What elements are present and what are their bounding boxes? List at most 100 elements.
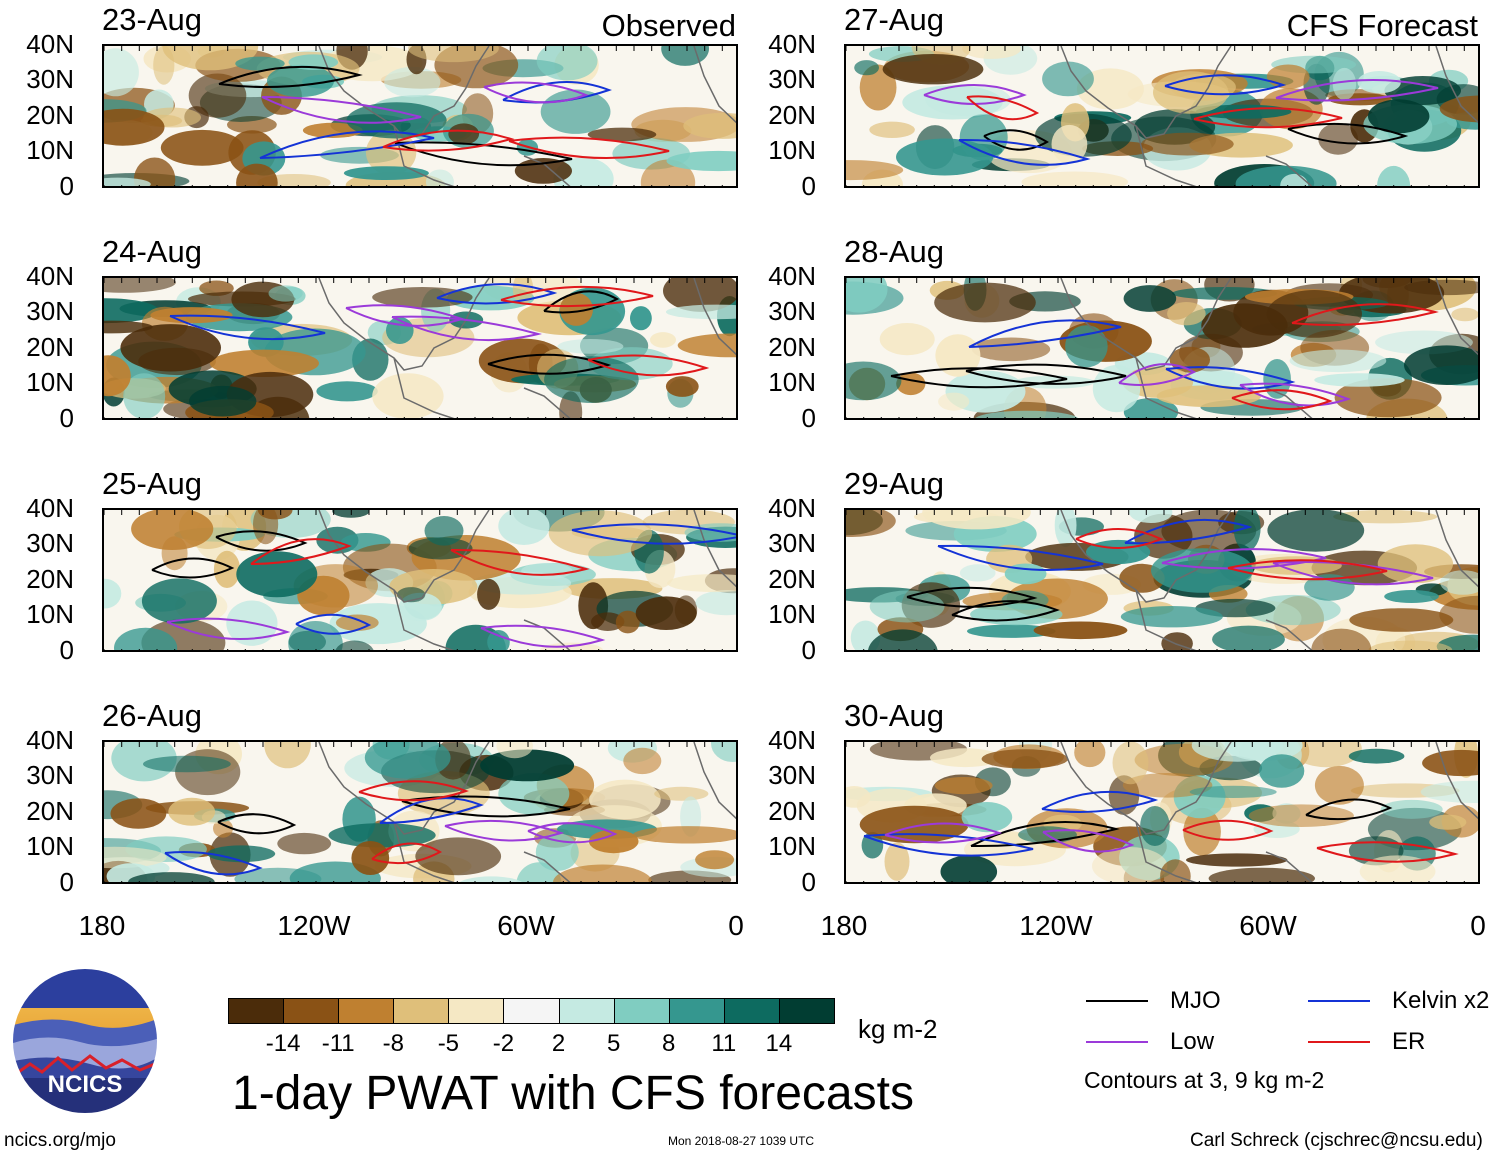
pwat-anomaly-blob xyxy=(1420,780,1478,803)
colorbar-swatch xyxy=(778,998,835,1024)
lat-label: 40N xyxy=(768,261,816,291)
pwat-anomaly-blob xyxy=(1304,574,1355,601)
lat-label: 20N xyxy=(768,100,816,130)
pwat-anomaly-blob xyxy=(123,373,166,418)
map-panel xyxy=(102,508,738,652)
pwat-anomaly-map xyxy=(104,46,736,186)
pwat-anomaly-blob xyxy=(160,129,244,166)
pwat-anomaly-blob xyxy=(879,323,935,356)
pwat-anomaly-blob xyxy=(448,123,480,145)
pwat-anomaly-blob xyxy=(104,177,151,186)
lat-label: 40N xyxy=(26,493,74,523)
pwat-anomaly-blob xyxy=(962,46,1022,59)
pwat-anomaly-blob xyxy=(153,46,175,85)
coastline xyxy=(318,742,736,882)
pwat-anomaly-blob xyxy=(1357,71,1401,94)
lat-label: 0 xyxy=(59,403,74,433)
pwat-anomaly-blob xyxy=(143,755,231,773)
colorbar-swatch xyxy=(228,998,285,1024)
lat-label: 10N xyxy=(768,831,816,861)
contour-line xyxy=(487,353,612,375)
pwat-anomaly-blob xyxy=(1429,814,1467,830)
pwat-anomaly-blob xyxy=(236,163,278,186)
colorbar-swatch xyxy=(668,998,725,1024)
contour-line xyxy=(890,367,1068,389)
pwat-anomaly-blob xyxy=(536,46,598,81)
lat-label: 20N xyxy=(768,796,816,826)
pwat-anomaly-blob xyxy=(209,349,319,377)
pwat-anomaly-blob xyxy=(1314,765,1364,805)
legend-label-er: ER xyxy=(1392,1028,1426,1055)
contour-note: Contours at 3, 9 kg m-2 xyxy=(1084,1067,1325,1093)
pwat-anomaly-blob xyxy=(1266,64,1310,89)
pwat-anomaly-blob xyxy=(1439,95,1478,123)
lon-label: 0 xyxy=(1470,910,1486,941)
pwat-anomaly-blob xyxy=(1021,171,1129,186)
colorbar-tick-label: -5 xyxy=(437,1030,460,1057)
lat-label: 0 xyxy=(801,867,816,897)
pwat-anomaly-blob xyxy=(1140,806,1170,846)
contour-line xyxy=(345,304,466,327)
pwat-anomaly-blob xyxy=(302,122,363,138)
pwat-anomaly-blob xyxy=(459,876,522,882)
lat-label: 30N xyxy=(26,64,74,94)
pwat-anomaly-blob xyxy=(1259,754,1305,788)
contour-line xyxy=(1305,798,1393,821)
map-panel xyxy=(844,508,1480,652)
pwat-anomaly-blob xyxy=(667,574,736,593)
footer-url-link[interactable]: ncics.org/mjo xyxy=(4,1130,116,1151)
pwat-anomaly-blob xyxy=(981,749,1069,769)
ncics-logo: NCICS xyxy=(10,966,160,1116)
lat-label: 0 xyxy=(59,867,74,897)
pwat-anomaly-blob xyxy=(496,742,533,759)
pwat-anomaly-blob xyxy=(328,823,436,848)
contour-line xyxy=(968,319,1122,348)
pwat-anomaly-blob xyxy=(1289,349,1387,373)
pwat-anomaly-blob xyxy=(846,160,904,181)
contour-line xyxy=(1239,382,1352,407)
contour-line xyxy=(436,283,558,305)
pwat-anomaly-blob xyxy=(938,392,970,411)
pwat-anomaly-blob xyxy=(277,832,332,855)
pwat-anomaly-blob xyxy=(1380,799,1443,819)
pwat-anomaly-blob xyxy=(1334,378,1442,418)
pwat-anomaly-blob xyxy=(869,121,915,138)
pwat-anomaly-blob xyxy=(1404,345,1478,385)
colorbar-tick-label: -14 xyxy=(265,1030,301,1057)
pwat-anomaly-blob xyxy=(1054,510,1077,548)
map-panel xyxy=(102,740,738,884)
pwat-anomaly-blob xyxy=(351,841,390,875)
contour-line xyxy=(1287,122,1409,145)
pwat-anomaly-blob xyxy=(498,510,550,545)
contour-line xyxy=(217,813,297,835)
pwat-anomaly-blob xyxy=(1248,804,1354,827)
pwat-anomaly-blob xyxy=(1263,359,1291,399)
pwat-anomaly-blob xyxy=(288,621,343,650)
pwat-anomaly-blob xyxy=(1208,867,1315,882)
pwat-anomaly-blob xyxy=(1422,749,1478,777)
lat-label: 20N xyxy=(768,564,816,594)
pwat-anomaly-blob xyxy=(104,355,131,397)
colorbar-tick-label: 8 xyxy=(662,1030,676,1057)
pwat-anomaly-blob xyxy=(683,112,736,139)
legend-swatch-mjo xyxy=(1086,1000,1148,1002)
pwat-anomaly-blob xyxy=(695,850,735,870)
lat-label: 30N xyxy=(768,760,816,790)
pwat-anomaly-blob xyxy=(535,833,579,872)
colorbar-tick-label: -11 xyxy=(321,1030,355,1057)
pwat-anomaly-blob xyxy=(1439,595,1478,634)
pwat-anomaly-blob xyxy=(1074,742,1106,768)
contour-line xyxy=(450,548,590,576)
pwat-anomaly-blob xyxy=(267,64,334,98)
legend-label-kelvin: Kelvin x2 xyxy=(1392,987,1490,1014)
contour-line xyxy=(1227,559,1388,581)
coastline xyxy=(318,510,736,650)
pwat-anomaly-blob xyxy=(959,564,996,582)
lon-label: 120W xyxy=(277,910,351,941)
pwat-anomaly-blob xyxy=(1051,124,1088,164)
pwat-anomaly-blob xyxy=(236,551,318,598)
colorbar-tick-label: -8 xyxy=(382,1030,404,1057)
contour-line xyxy=(483,81,589,104)
contour-line xyxy=(215,530,308,552)
contour-line xyxy=(966,95,1040,121)
